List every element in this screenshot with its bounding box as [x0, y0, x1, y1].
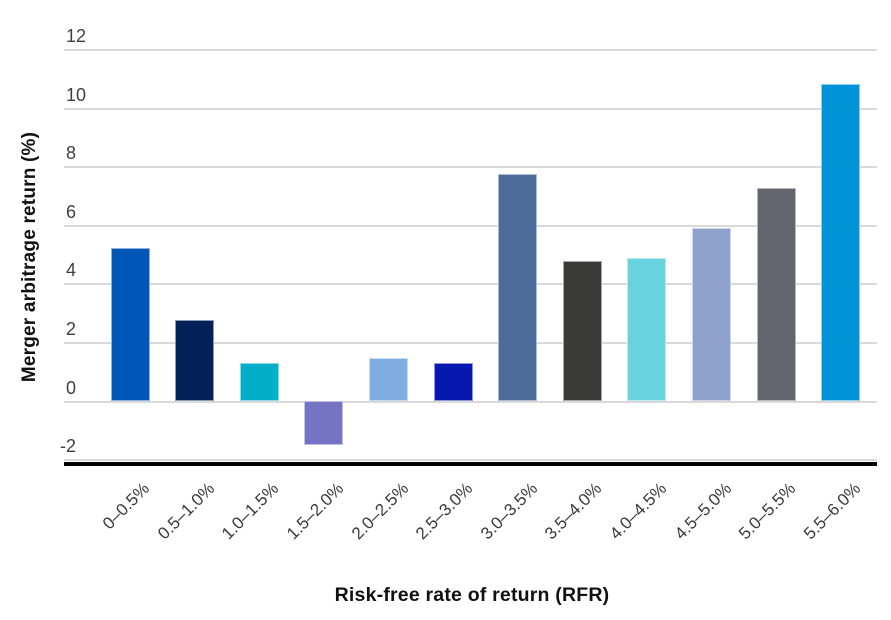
bar-3.0–3.5%: [498, 173, 538, 401]
y-axis-title: Merger arbitrage return (%): [19, 131, 40, 383]
bar-4.0–4.5%: [627, 258, 667, 401]
x-tick-label: 3.0–3.5%: [476, 479, 542, 544]
gridline: [64, 400, 877, 403]
x-tick-label: 0–0.5%: [99, 479, 154, 534]
bar-4.5–5.0%: [691, 227, 731, 401]
bar-2.5–3.0%: [433, 362, 473, 401]
x-tick-label: 4.0–4.5%: [606, 479, 671, 544]
x-tick-label: 2.0–2.5%: [347, 479, 412, 544]
x-tick-label: 5.5–6.0%: [799, 479, 865, 544]
bar-5.0–5.5%: [756, 188, 796, 401]
y-tick-label: 0: [66, 377, 77, 398]
bar-0–0.5%: [110, 248, 150, 401]
bar-5.5–6.0%: [821, 84, 861, 401]
y-tick-label: 12: [66, 26, 87, 46]
bar-1.5–2.0%: [304, 400, 344, 445]
gridline: [64, 49, 877, 51]
x-axis-line: [64, 462, 877, 466]
bar-0.5–1.0%: [175, 320, 215, 401]
y-tick-label: 8: [66, 143, 77, 164]
y-tick-label: 2: [66, 319, 77, 339]
x-tick-label: 0.5–1.0%: [153, 479, 219, 544]
x-tick-label: 5.0–5.5%: [735, 479, 800, 544]
y-tick-label: 6: [66, 201, 77, 222]
x-tick-label: 2.5–3.0%: [412, 479, 477, 544]
y-tick-label: -2: [60, 436, 77, 457]
x-tick-label: 4.5–5.0%: [670, 479, 735, 544]
x-tick-label: 1.5–2.0%: [283, 479, 348, 544]
x-tick-label: 3.5–4.0%: [541, 479, 606, 544]
gridline: [64, 283, 877, 286]
bar-2.0–2.5%: [368, 358, 408, 401]
y-tick-label: 4: [66, 260, 77, 281]
bar-1.0–1.5%: [239, 362, 279, 401]
gridline: [64, 459, 877, 462]
y-tick-label: 10: [66, 84, 87, 105]
gridline: [64, 107, 877, 110]
bar-3.5–4.0%: [562, 261, 602, 401]
gridline: [64, 166, 877, 169]
x-axis-title: Risk-free rate of return (RFR): [334, 584, 610, 606]
gridline: [64, 342, 877, 344]
x-tick-label: 1.0–1.5%: [218, 479, 283, 544]
gridline: [64, 224, 877, 227]
